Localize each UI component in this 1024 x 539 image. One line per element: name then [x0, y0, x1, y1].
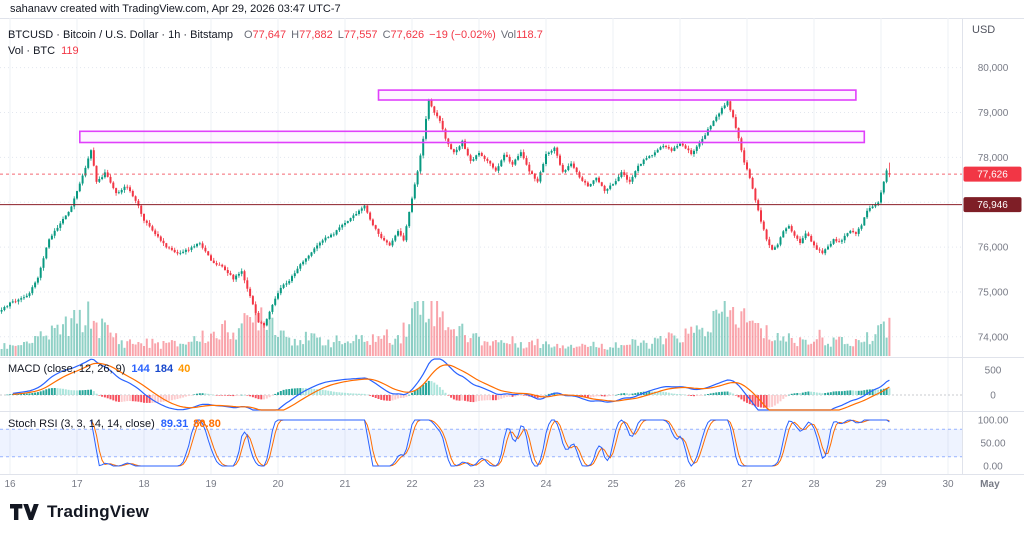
macd-value-1: 144	[131, 363, 150, 375]
volume-indicator-value: 119	[61, 45, 79, 57]
tradingview-logo-icon	[10, 504, 39, 520]
svg-text:29: 29	[875, 479, 887, 490]
svg-text:50.00: 50.00	[980, 439, 1005, 450]
svg-text:78,000: 78,000	[978, 153, 1009, 164]
resistance-box[interactable]	[377, 89, 857, 101]
stoch-pane	[0, 419, 962, 467]
macd-legend-row[interactable]: MACD (close, 12, 26, 9) 144 184 40	[8, 362, 195, 376]
macd-signal-line	[12, 362, 890, 411]
drawing-boxes-layer[interactable]	[79, 89, 866, 144]
svg-text:30: 30	[942, 479, 954, 490]
macd-value-3: 40	[178, 363, 191, 375]
low-value: 77,557	[343, 29, 378, 41]
svg-text:18: 18	[138, 479, 150, 490]
svg-text:25: 25	[607, 479, 619, 490]
svg-text:23: 23	[473, 479, 485, 490]
svg-text:26: 26	[674, 479, 686, 490]
stoch-rsi-title[interactable]: Stoch RSI (3, 3, 14, 14, close)	[8, 418, 155, 430]
svg-text:75,000: 75,000	[978, 287, 1009, 298]
chart-canvas[interactable]: 80,000 79,000 78,000 76,000 75,000 74,000 500 0…	[0, 18, 1024, 493]
macd-line	[12, 358, 890, 411]
svg-text:100.00: 100.00	[978, 416, 1009, 427]
footer-logo[interactable]: TradingView	[10, 502, 149, 522]
candles-layer	[0, 98, 891, 328]
svg-text:22: 22	[406, 479, 418, 490]
price-levels-layer[interactable]	[0, 173, 962, 206]
svg-text:20: 20	[272, 479, 284, 490]
svg-text:77,626: 77,626	[977, 170, 1008, 181]
macd-pane	[0, 358, 962, 411]
time-scale[interactable]: 16 17 18 19 20 21 22 23 24 25 26 27 28 29 30 May	[4, 479, 1000, 490]
high-value: 77,882	[299, 29, 333, 41]
stoch-legend-row[interactable]: Stoch RSI (3, 3, 14, 14, close) 89.31 80.8…	[8, 417, 226, 431]
separators-layer	[0, 18, 1024, 475]
tradingview-logo-text: TradingView	[47, 502, 150, 521]
macd-title[interactable]: MACD (close, 12, 26, 9)	[8, 363, 126, 375]
symbol-legend-row[interactable]: BTCUSD · Bitcoin / U.S. Dollar · 1h · Bi…	[8, 28, 543, 42]
svg-text:79,000: 79,000	[978, 108, 1009, 119]
price-badge	[963, 197, 1022, 213]
volume-legend-row[interactable]: Vol · BTC 119	[8, 44, 79, 58]
symbol-title[interactable]: BTCUSD · Bitcoin / U.S. Dollar · 1h · Bi…	[8, 29, 233, 41]
svg-text:24: 24	[540, 479, 552, 490]
svg-text:19: 19	[205, 479, 217, 490]
high-label: H	[291, 29, 300, 41]
svg-text:74,000: 74,000	[978, 332, 1009, 343]
open-label: O	[243, 29, 253, 41]
svg-text:76,946: 76,946	[977, 200, 1008, 211]
svg-text:16: 16	[4, 479, 16, 490]
volume-indicator-title[interactable]: Vol · BTC	[8, 45, 56, 57]
resistance-box[interactable]	[79, 130, 866, 144]
low-label: L	[337, 29, 344, 41]
currency-label[interactable]: USD	[972, 24, 996, 36]
change-value: −19 (−0.02%)	[429, 29, 496, 41]
volume-layer	[0, 301, 891, 356]
svg-text:0.00: 0.00	[983, 462, 1003, 473]
svg-text:500: 500	[985, 366, 1002, 377]
open-value: 77,647	[252, 29, 287, 41]
volume-label: Vol	[500, 29, 517, 41]
stoch-k-value: 89.31	[160, 418, 189, 430]
price-scale[interactable]: 80,000 79,000 78,000 76,000 75,000 74,000 500 0…	[963, 63, 1022, 473]
svg-text:21: 21	[339, 479, 351, 490]
svg-text:76,000: 76,000	[978, 243, 1009, 254]
price-badge	[963, 166, 1022, 182]
stoch-k-line	[90, 419, 890, 467]
svg-text:28: 28	[808, 479, 820, 490]
svg-text:May: May	[980, 479, 1000, 490]
grid-layer	[0, 18, 1024, 474]
stoch-d-value: 80.80	[193, 418, 221, 430]
macd-value-2: 184	[154, 363, 174, 375]
attribution-text: sahanavv created with TradingView.com, A…	[10, 3, 341, 15]
svg-text:0: 0	[990, 391, 996, 402]
close-label: C	[382, 29, 391, 41]
svg-text:27: 27	[741, 479, 753, 490]
svg-text:80,000: 80,000	[978, 63, 1009, 74]
svg-text:17: 17	[71, 479, 83, 490]
chart-area[interactable]: 80,000 79,000 78,000 76,000 75,000 74,000 500 0…	[0, 18, 1024, 493]
volume-value: 118.7	[516, 29, 543, 41]
close-value: 77,626	[390, 29, 425, 41]
